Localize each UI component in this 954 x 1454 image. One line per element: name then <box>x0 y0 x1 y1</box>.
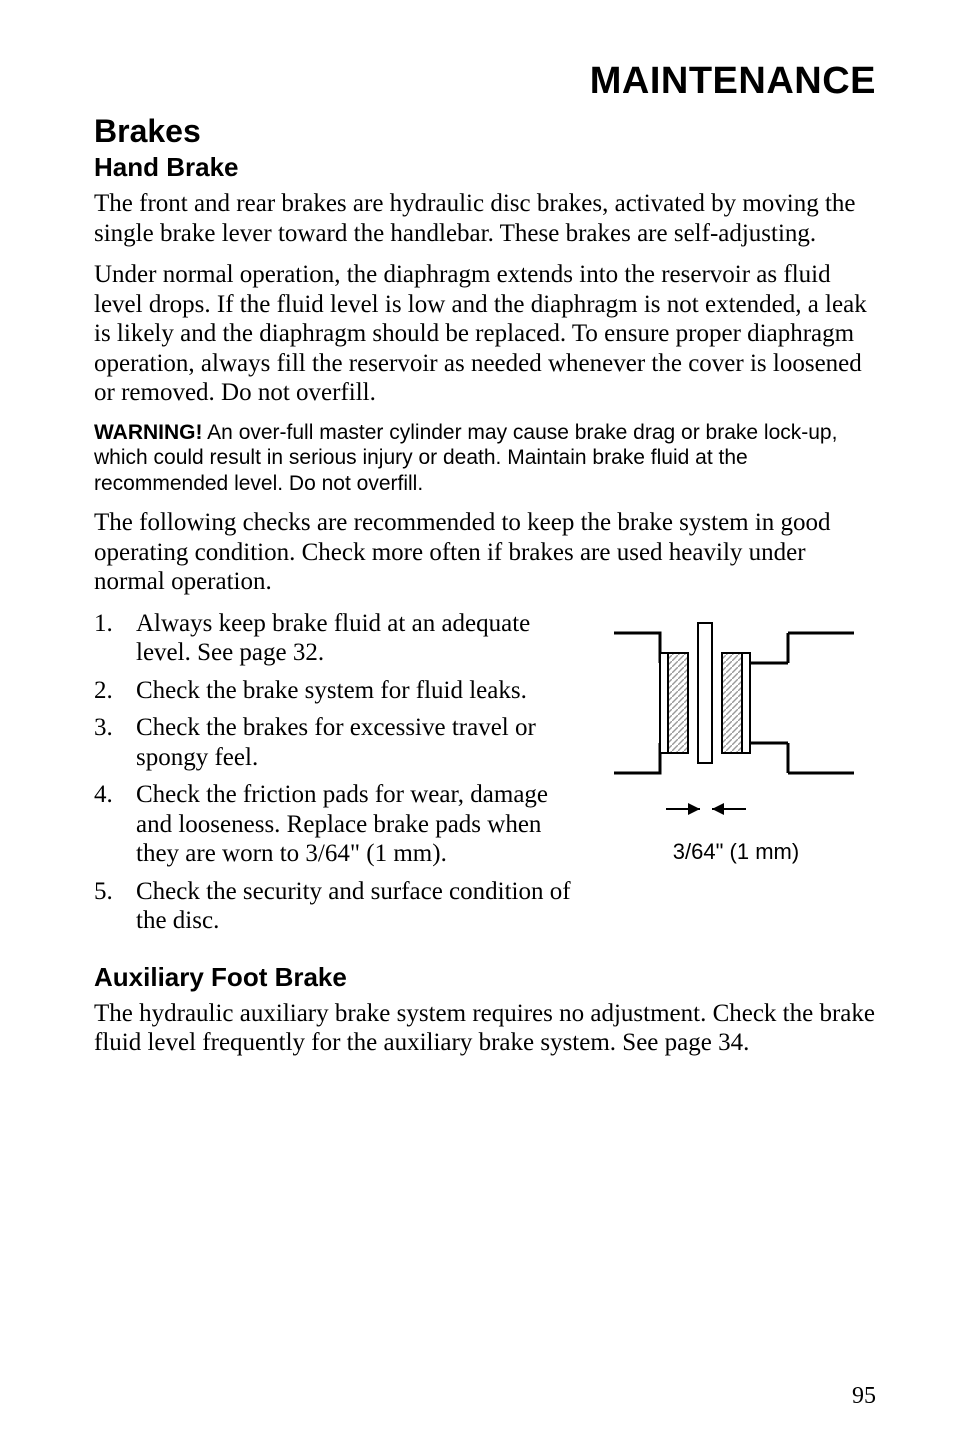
check-item: 5.Check the security and surface conditi… <box>94 877 578 936</box>
list-and-figure-row: 1.Always keep brake fluid at an adequate… <box>94 609 876 944</box>
list-number: 2. <box>94 676 136 706</box>
warning-label: WARNING! <box>94 421 203 444</box>
check-item: 1.Always keep brake fluid at an adequate… <box>94 609 578 668</box>
subheading-aux-foot-brake: Auxiliary Foot Brake <box>94 962 876 993</box>
brake-pad-diagram <box>606 613 866 833</box>
aux-brake-paragraph: The hydraulic auxiliary brake system req… <box>94 999 876 1058</box>
hand-brake-paragraph-2: Under normal operation, the diaphragm ex… <box>94 260 876 408</box>
check-item: 2.Check the brake system for fluid leaks… <box>94 676 578 706</box>
page: MAINTENANCE Brakes Hand Brake The front … <box>0 0 954 1454</box>
subheading-hand-brake: Hand Brake <box>94 152 876 183</box>
check-item: 3.Check the brakes for excessive travel … <box>94 713 578 772</box>
list-number: 3. <box>94 713 136 772</box>
hand-brake-paragraph-3: The following checks are recommended to … <box>94 508 876 597</box>
list-text: Check the brake system for fluid leaks. <box>136 676 578 706</box>
list-number: 4. <box>94 780 136 869</box>
list-text: Check the friction pads for wear, damage… <box>136 780 578 869</box>
hand-brake-paragraph-1: The front and rear brakes are hydraulic … <box>94 189 876 248</box>
warning-block: WARNING! An over-full master cylinder ma… <box>94 420 876 497</box>
document-title: MAINTENANCE <box>94 60 876 103</box>
brake-pad-figure: 3/64" (1 mm) <box>596 609 876 865</box>
list-text: Check the security and surface condition… <box>136 877 578 936</box>
list-text: Always keep brake fluid at an adequate l… <box>136 609 578 668</box>
figure-caption: 3/64" (1 mm) <box>596 839 876 865</box>
check-list-column: 1.Always keep brake fluid at an adequate… <box>94 609 578 944</box>
warning-text: An over-full master cylinder may cause b… <box>94 421 837 495</box>
page-number: 95 <box>852 1383 876 1410</box>
list-text: Check the brakes for excessive travel or… <box>136 713 578 772</box>
check-item: 4.Check the friction pads for wear, dama… <box>94 780 578 869</box>
list-number: 1. <box>94 609 136 668</box>
check-list: 1.Always keep brake fluid at an adequate… <box>94 609 578 936</box>
list-number: 5. <box>94 877 136 936</box>
section-heading-brakes: Brakes <box>94 113 876 150</box>
